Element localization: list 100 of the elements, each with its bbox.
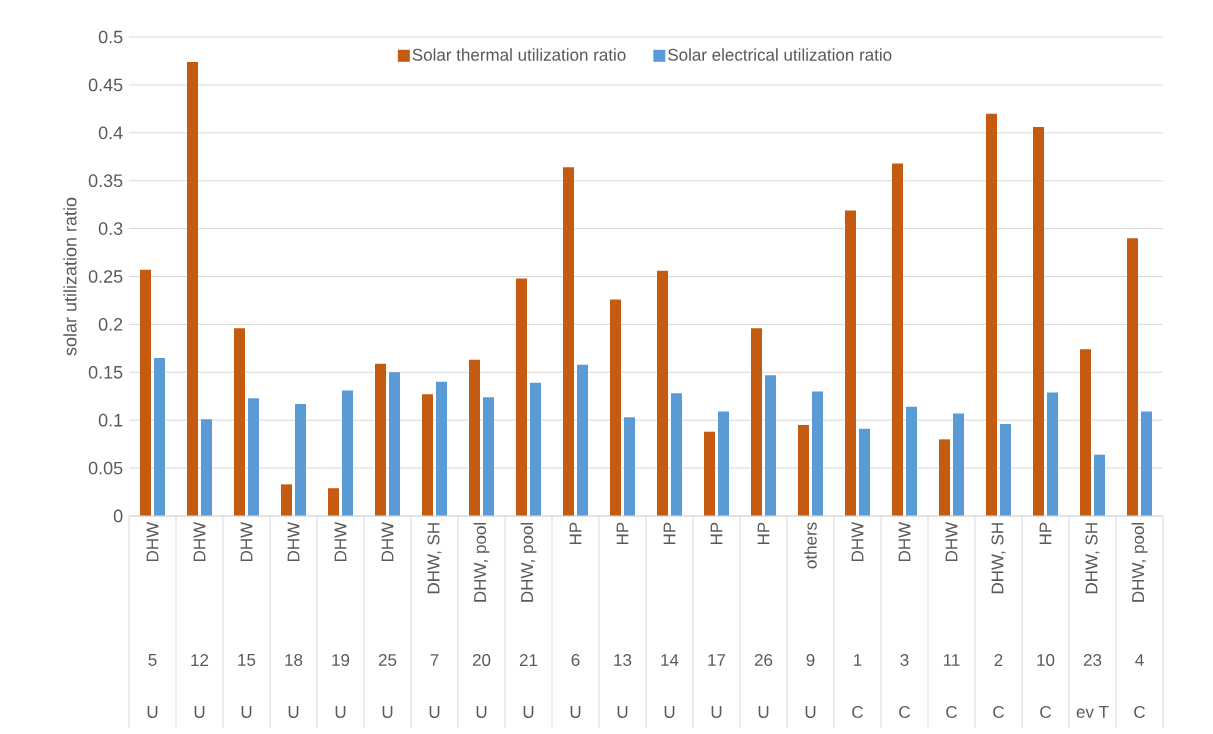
bar: [624, 417, 635, 516]
bar: [906, 406, 917, 516]
legend-label: Solar thermal utilization ratio: [412, 48, 626, 61]
text: 10: [1037, 653, 1055, 667]
bar: [248, 398, 259, 516]
x-tick-label: HP: [616, 522, 629, 545]
bar: [389, 372, 400, 516]
bar: [939, 439, 950, 516]
x-tick-label: DHW, pool: [1131, 523, 1148, 602]
x-tick-label: DHW: [851, 521, 864, 562]
bar: [892, 163, 903, 516]
bar: [657, 270, 668, 516]
bar: [140, 269, 151, 516]
bar: [1094, 454, 1105, 516]
x-tick-label: others: [804, 522, 817, 569]
text: C: [1040, 705, 1051, 719]
x-tick-label: DHW: [240, 521, 253, 562]
text: 5: [148, 654, 157, 666]
text: 18: [285, 653, 303, 667]
text: 17: [708, 654, 726, 666]
text: 6: [571, 653, 580, 667]
bar: [953, 413, 964, 516]
bar: [375, 363, 386, 516]
y-tick-label: 0.5: [98, 30, 123, 44]
bar: [469, 359, 480, 516]
text: U: [147, 706, 158, 718]
bar: [342, 390, 353, 516]
legend-label: Solar electrical utilization ratio: [668, 48, 892, 61]
bar: [704, 431, 715, 516]
text: U: [805, 706, 816, 718]
bar: [1080, 349, 1091, 516]
bar: [295, 403, 306, 516]
bar: [798, 424, 809, 516]
bar: [845, 210, 856, 516]
text: U: [711, 706, 722, 718]
bar: [530, 382, 541, 516]
bar: [563, 167, 574, 516]
text: U: [429, 706, 440, 718]
text: 2: [994, 654, 1003, 666]
bar: [1127, 238, 1138, 516]
text: U: [758, 706, 769, 718]
bar: [1000, 424, 1011, 516]
text: U: [570, 706, 581, 718]
text: 3: [900, 653, 909, 667]
bar: [436, 381, 447, 516]
y-tick-label: 0.2: [98, 318, 123, 331]
x-tick-label: HP: [1039, 522, 1052, 545]
text: C: [852, 705, 863, 719]
x-tick-label: DHW: [898, 521, 911, 562]
y-tick-label: 0.4: [98, 126, 123, 140]
bar: [201, 419, 212, 516]
text: 7: [430, 654, 439, 666]
bar: [765, 375, 776, 516]
bar: [1141, 411, 1152, 516]
text: U: [194, 706, 205, 718]
text: U: [523, 706, 534, 718]
y-tick-label: 0.05: [88, 461, 123, 475]
text: U: [382, 706, 393, 718]
text: 14: [661, 654, 679, 666]
text: U: [664, 706, 675, 718]
y-axis-title: solar utilization ratio: [63, 197, 77, 356]
bar: [859, 428, 870, 516]
text: ev T: [1076, 706, 1109, 718]
y-tick-label: 0.15: [88, 365, 123, 379]
y-tick-label: 0.35: [88, 174, 123, 188]
text: 19: [332, 653, 350, 667]
x-tick-label: DHW, pool: [520, 523, 537, 602]
bar: [328, 488, 339, 516]
text: U: [617, 706, 628, 718]
text: C: [993, 705, 1004, 719]
x-tick-label: DHW: [381, 521, 394, 562]
x-tick-label: DHW, SH: [427, 523, 442, 594]
x-tick-label: DHW: [945, 521, 958, 562]
bar: [187, 61, 198, 516]
text: 23: [1083, 653, 1102, 667]
text: 21: [519, 654, 538, 666]
bar: [610, 299, 621, 516]
bar: [1033, 127, 1044, 516]
text: 15: [238, 654, 256, 666]
bar: [718, 411, 729, 516]
text: C: [946, 705, 957, 719]
y-tick-label: 0: [113, 509, 123, 523]
x-tick-label: DHW, SH: [1085, 523, 1100, 594]
text: 9: [806, 653, 815, 667]
x-tick-label: DHW: [334, 521, 347, 562]
text: C: [899, 705, 910, 719]
x-tick-label: DHW, pool: [473, 523, 490, 602]
text: 4: [1135, 654, 1144, 666]
text: U: [335, 706, 346, 718]
bar: [154, 357, 165, 516]
x-tick-label: HP: [663, 522, 676, 545]
y-tick-label: 0.45: [88, 78, 123, 92]
bar: [422, 394, 433, 516]
text: 25: [378, 653, 397, 667]
x-tick-label: HP: [757, 522, 770, 545]
x-tick-label: HP: [569, 522, 582, 545]
text: 13: [614, 653, 632, 667]
x-tick-label: DHW: [193, 521, 206, 562]
bar: [234, 328, 245, 516]
bar: [812, 391, 823, 516]
